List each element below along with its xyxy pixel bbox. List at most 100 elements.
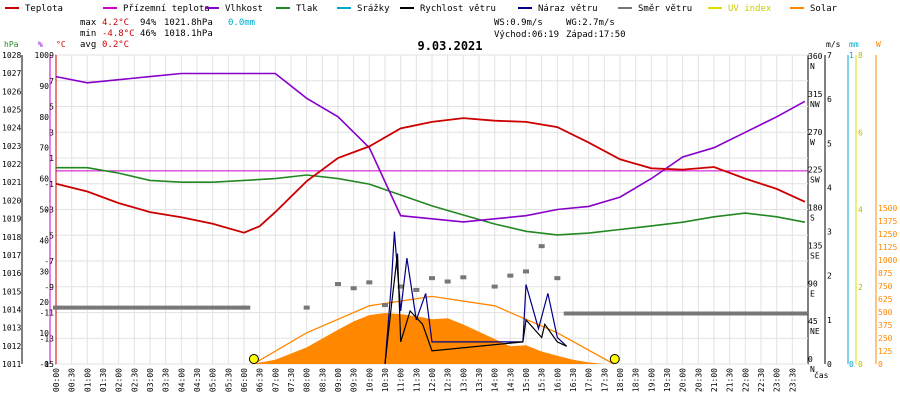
uv-tick: 0 [858, 360, 863, 369]
winddir-tick-deg: 0 [808, 355, 813, 364]
pressure-line [56, 166, 806, 236]
x-tick: 21:30 [726, 368, 735, 392]
winddir-point [507, 273, 514, 278]
x-tick: 12:30 [444, 368, 453, 392]
stats-rain: 0.0mm [228, 18, 255, 28]
stats-temp: 4.2°C [102, 18, 129, 28]
humidity-tick: 50 [39, 206, 49, 215]
windspeed-tick: 6 [827, 95, 832, 104]
x-tick: 03:00 [146, 368, 155, 392]
stats-press: 1021.8hPa [164, 18, 213, 28]
stats-temp: 0.2°C [102, 40, 129, 50]
legend-item: Tlak [296, 4, 318, 14]
x-tick: 07:30 [287, 368, 296, 392]
humidity-tick: 20 [39, 298, 49, 307]
sunset-marker [609, 354, 620, 364]
winddir-tick-name: S [810, 214, 815, 223]
pressure-tick: 1026 [2, 87, 21, 96]
x-tick: 23:00 [773, 368, 782, 392]
x-tick: 11:30 [412, 368, 421, 392]
winddir-point [538, 244, 545, 249]
temp-tick: -13 [40, 334, 55, 343]
pressure-tick: 1011 [2, 360, 21, 369]
wind-gust-summary: WG:2.7m/s [566, 18, 615, 28]
x-tick: 10:00 [365, 368, 374, 392]
winddir-point [554, 276, 561, 281]
solar-tick: 750 [878, 282, 893, 291]
sunset-time: Západ:17:50 [566, 30, 626, 40]
x-tick: 10:30 [381, 368, 390, 392]
winddir-tick-deg: 135 [808, 241, 823, 250]
pressure-tick: 1019 [2, 215, 21, 224]
solar-tick: 1125 [878, 243, 897, 252]
windspeed-tick: 4 [827, 183, 832, 192]
axis-solar-unit: W [876, 40, 881, 49]
humidity-tick: 90 [39, 82, 49, 91]
temp-tick: 3 [49, 128, 54, 137]
x-tick: 15:30 [538, 368, 547, 392]
pressure-tick: 1014 [2, 305, 21, 314]
winddir-tick-deg: 315 [808, 90, 823, 99]
pressure-tick: 1012 [2, 342, 21, 351]
pressure-tick: 1022 [2, 160, 21, 169]
solar-tick: 1000 [878, 256, 897, 265]
x-tick: 15:00 [522, 368, 531, 392]
x-tick: 19:30 [663, 368, 672, 392]
humidity-tick: 60 [39, 175, 49, 184]
winddir-tick-deg: 360 [808, 52, 823, 61]
x-tick: 19:00 [647, 368, 656, 392]
windspeed-tick: 3 [827, 228, 832, 237]
legend-item: Náraz větru [538, 4, 598, 14]
legend-item: Solar [810, 4, 838, 14]
wind-speed-summary: WS:0.9m/s [494, 18, 543, 28]
solar-tick: 1250 [878, 230, 897, 239]
windspeed-tick: 5 [827, 139, 832, 148]
axis-rain-unit: mm [849, 40, 859, 49]
winddir-tick-deg: 90 [808, 279, 818, 288]
x-tick: 01:00 [83, 368, 92, 392]
pressure-tick: 1017 [2, 251, 21, 260]
pressure-tick: 1020 [2, 196, 21, 205]
winddir-tick-deg: 45 [808, 317, 818, 326]
wind-speed-line [384, 253, 567, 365]
temp-tick: 9 [49, 51, 54, 60]
legend-item: Přízemní teplota [123, 4, 210, 14]
humidity-tick: 70 [39, 144, 49, 153]
pressure-tick: 1025 [2, 106, 21, 115]
x-tick: 08:30 [318, 368, 327, 392]
legend-item: UV index [728, 4, 772, 14]
legend-item: Srážky [357, 4, 390, 14]
x-tick: 00:00 [52, 368, 61, 392]
winddir-tick-deg: 270 [808, 128, 823, 137]
legend-item: Rychlost větru [420, 4, 496, 14]
winddir-tick-name: SW [810, 176, 820, 185]
winddir-point [491, 284, 498, 289]
x-tick: 22:30 [757, 368, 766, 392]
solar-tick: 875 [878, 269, 893, 278]
wind-gust-line [384, 231, 568, 365]
solar-tick: 375 [878, 321, 893, 330]
x-tick: 20:30 [694, 368, 703, 392]
winddir-point [397, 284, 404, 289]
x-tick: 16:30 [569, 368, 578, 392]
x-tick: 14:30 [506, 368, 515, 392]
humidity-line [55, 72, 806, 223]
x-tick: 17:30 [600, 368, 609, 392]
uv-tick: 4 [858, 206, 863, 215]
pressure-tick: 1015 [2, 287, 21, 296]
axis-humidity-unit: % [38, 40, 43, 49]
windspeed-tick: 2 [827, 272, 832, 281]
legend-item: Směr větru [638, 4, 692, 14]
uv-tick: 2 [858, 283, 863, 292]
winddir-point [303, 305, 310, 310]
x-tick: 09:30 [350, 368, 359, 392]
windspeed-tick: 1 [827, 316, 832, 325]
sunrise-marker [248, 354, 259, 364]
pressure-tick: 1021 [2, 178, 21, 187]
pressure-tick: 1024 [2, 124, 21, 133]
temp-tick: -11 [40, 309, 55, 318]
axis-temp-unit: °C [56, 40, 66, 49]
winddir-tick-name: SE [810, 251, 820, 260]
x-tick: 18:30 [632, 368, 641, 392]
winddir-tick-name: W [810, 138, 815, 147]
